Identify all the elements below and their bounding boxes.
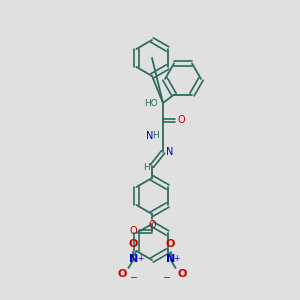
Text: O: O: [166, 239, 175, 249]
Text: HO: HO: [144, 98, 158, 107]
Text: O: O: [129, 239, 138, 249]
Text: −: −: [130, 273, 139, 283]
Text: N: N: [146, 131, 153, 141]
Text: +: +: [174, 254, 180, 263]
Text: O: O: [117, 269, 126, 279]
Text: H: H: [152, 131, 159, 140]
Text: O: O: [129, 226, 137, 236]
Text: O: O: [148, 220, 156, 230]
Text: H: H: [143, 164, 150, 172]
Text: O: O: [177, 115, 184, 125]
Text: −: −: [164, 273, 172, 283]
Text: N: N: [166, 147, 173, 157]
Text: O: O: [178, 269, 187, 279]
Text: N: N: [129, 254, 138, 264]
Text: N: N: [166, 254, 175, 264]
Text: +: +: [137, 254, 144, 263]
